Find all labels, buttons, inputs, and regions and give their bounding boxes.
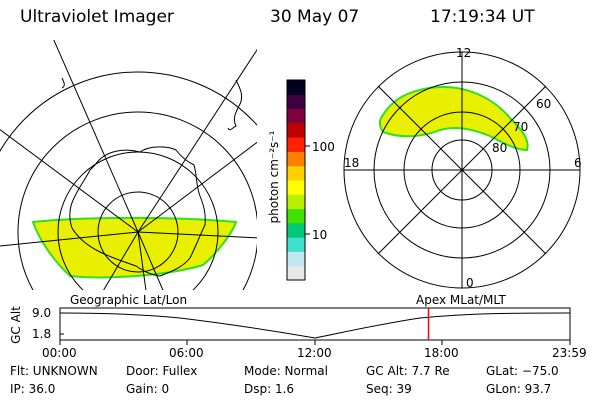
colorbar-stripe [287, 108, 305, 124]
observation-time: 17:19:34 UT [430, 7, 535, 27]
colorbar-tick-100: 100 [312, 140, 335, 154]
island-coastline [61, 77, 65, 89]
antarctica-coastline [69, 146, 206, 277]
colorbar-axis-label: photon cm⁻²s⁻¹ [267, 130, 281, 224]
colorbar-stripe [287, 265, 305, 281]
left-meridians [0, 40, 257, 290]
footer-ip: IP: 36.0 [10, 382, 56, 396]
mlat-label-80: 80 [492, 141, 508, 155]
geographic-map [0, 40, 257, 290]
footer-gain: Gain: 0 [126, 382, 170, 396]
colorbar-stripe [287, 208, 305, 224]
colorbar-stripe [287, 165, 305, 181]
footer-door: Door: Fullex [126, 364, 198, 378]
colorbar-stripe [287, 122, 305, 138]
colorbar-tick-10: 10 [312, 228, 328, 242]
mlt-label-12: 12 [456, 46, 472, 60]
footer-glon: GLon: 93.7 [486, 382, 552, 396]
south-america-coastline [227, 79, 243, 131]
footer-dsp: Dsp: 1.6 [244, 382, 295, 396]
right-panel-caption: Apex MLat/MLT [416, 293, 506, 307]
timeline-ylabel: GC Alt [9, 306, 23, 344]
left-aurora-oval [31, 216, 238, 279]
footer-mode: Mode: Normal [244, 364, 328, 378]
mlat-label-60: 60 [536, 97, 552, 111]
orbit-timeline [59, 307, 571, 345]
colorbar-stripe [287, 151, 305, 167]
timeline-xtick-2359: 23:59 [552, 346, 587, 360]
footer-glat: GLat: −75.0 [486, 364, 559, 378]
timeline-ytick-9: 9.0 [32, 306, 52, 320]
colorbar-stripe [287, 94, 305, 110]
mlt-label-6: 6 [574, 156, 582, 170]
instrument-title: Ultraviolet Imager [20, 7, 174, 27]
observation-date: 30 May 07 [270, 7, 360, 27]
colorbar [286, 79, 310, 281]
footer-gcalt: GC Alt: 7.7 Re [366, 364, 450, 378]
colorbar-stripe [287, 222, 305, 238]
colorbar-stripe [287, 251, 305, 267]
footer-seq: Seq: 39 [366, 382, 412, 396]
altitude-curve [59, 312, 571, 339]
colorbar-stripe [287, 194, 305, 210]
timeline-xtick-0000: 00:00 [42, 346, 77, 360]
mlt-dial [343, 51, 581, 289]
mlat-label-70: 70 [513, 120, 529, 134]
timeline-xtick-0600: 06:00 [169, 346, 204, 360]
mlt-label-18: 18 [344, 156, 360, 170]
timeline-xtick-1200: 12:00 [297, 346, 332, 360]
mlt-label-0: 0 [466, 276, 474, 290]
timeline-ytick-1-8: 1.8 [32, 327, 52, 341]
colorbar-stripe [287, 80, 305, 95]
colorbar-stripe [287, 180, 305, 195]
colorbar-stripe [287, 137, 305, 152]
timeline-xtick-1800: 18:00 [424, 346, 459, 360]
colorbar-stripe [287, 237, 305, 252]
footer-flt: Flt: UNKNOWN [10, 364, 98, 378]
left-panel-caption: Geographic Lat/Lon [70, 293, 188, 307]
